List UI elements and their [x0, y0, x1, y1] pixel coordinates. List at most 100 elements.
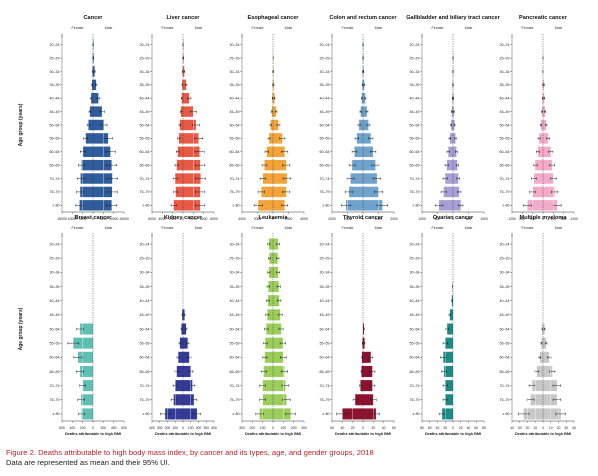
- female-bar: [175, 173, 183, 184]
- y-tick-label: 75–79: [500, 398, 510, 402]
- panel-leukaemia: Leukaemia Female Male 20–24 25–29 30–34 35–39 4…: [230, 215, 307, 436]
- male-bar: [273, 252, 278, 264]
- female-bar: [175, 380, 183, 392]
- y-tick-label: 20–24: [140, 43, 150, 47]
- y-tick-label: 45–49: [410, 110, 420, 114]
- female-bar: [268, 238, 273, 250]
- male-label: Male: [195, 26, 203, 30]
- male-bar: [363, 408, 376, 420]
- panel-title: Multiple myeloma: [520, 215, 568, 221]
- female-bar: [261, 186, 273, 198]
- y-tick-label: 55–59: [230, 341, 240, 345]
- x-tick-label: 0: [272, 217, 274, 221]
- female-bar: [541, 337, 543, 349]
- y-tick-label: 20–24: [230, 242, 240, 246]
- y-tick-label: 70–74: [230, 177, 240, 181]
- x-tick-label: 20: [526, 426, 530, 430]
- female-label: Female: [342, 26, 354, 30]
- y-tick-label: 70–74: [410, 177, 420, 181]
- female-bar: [359, 119, 363, 131]
- male-bar: [93, 200, 112, 211]
- male-bar: [363, 200, 383, 211]
- y-tick-label: 70–74: [50, 177, 60, 181]
- y-tick-label: 55–59: [50, 341, 60, 345]
- x-tick-label: 60: [474, 426, 478, 430]
- y-tick-label: 75–79: [320, 398, 330, 402]
- x-tick-label: 1000: [375, 217, 383, 221]
- x-tick-label: 20: [443, 426, 447, 430]
- y-tick-label: 20–24: [500, 242, 510, 246]
- y-tick-label: 65–69: [230, 370, 240, 374]
- female-bar: [536, 365, 543, 377]
- x-tick-label: 0: [182, 426, 184, 430]
- male-bar: [453, 146, 457, 157]
- female-bar: [80, 365, 93, 377]
- x-tick-label: 200: [100, 426, 106, 430]
- y-tick-label: 50–54: [320, 327, 330, 331]
- y-tick-label: ≥ 80: [233, 412, 240, 416]
- y-tick-label: 60–64: [50, 356, 60, 360]
- y-tick-label: 65–69: [500, 370, 510, 374]
- x-tick-label: 0: [542, 217, 544, 221]
- y-tick-label: 60–64: [500, 150, 510, 154]
- female-bar: [446, 159, 453, 171]
- y-tick-label: 30–34: [50, 271, 60, 275]
- y-tick-label: 25–29: [320, 56, 330, 60]
- male-bar: [183, 351, 190, 363]
- male-bar: [183, 146, 200, 157]
- y-tick-label: 45–49: [50, 313, 60, 317]
- male-bar: [93, 159, 112, 171]
- x-tick-label: 800: [561, 217, 567, 221]
- panel-title: Breast cancer: [74, 215, 112, 221]
- male-bar: [183, 394, 194, 406]
- male-label: Male: [285, 26, 293, 30]
- y-tick-label: 70–74: [230, 384, 240, 388]
- x-tick-label: 10000: [68, 217, 78, 221]
- x-tick-label: 5000: [79, 217, 87, 221]
- male-bar: [543, 323, 545, 335]
- y-tick-label: 30–34: [500, 70, 510, 74]
- y-tick-label: 65–69: [500, 163, 510, 167]
- y-tick-label: 40–44: [320, 97, 330, 101]
- x-tick-label: 200: [291, 426, 297, 430]
- female-bar: [78, 351, 93, 363]
- x-axis-label: Deaths attributable to high BMI: [245, 432, 301, 436]
- y-tick-label: 30–34: [320, 271, 330, 275]
- x-tick-label: 0: [452, 217, 454, 221]
- y-tick-label: 70–74: [500, 384, 510, 388]
- female-bar: [532, 186, 543, 198]
- x-tick-label: 2000: [390, 217, 398, 221]
- female-bar: [88, 119, 93, 131]
- male-bar: [183, 323, 187, 335]
- female-label: Female: [72, 226, 84, 230]
- y-tick-label: 55–59: [410, 341, 420, 345]
- female-bar: [345, 200, 363, 211]
- y-tick-label: 30–34: [50, 70, 60, 74]
- y-tick-label: 25–29: [410, 257, 420, 261]
- male-bar: [363, 119, 369, 131]
- female-bar: [178, 133, 183, 144]
- male-bar: [183, 119, 196, 131]
- female-bar: [532, 380, 543, 392]
- female-bar: [173, 394, 183, 406]
- y-tick-label: 50–54: [230, 327, 240, 331]
- x-tick-label: 4000: [159, 217, 167, 221]
- y-tick-label: 40–44: [500, 97, 510, 101]
- male-bar: [543, 200, 558, 211]
- y-tick-label: 35–39: [50, 285, 60, 289]
- x-tick-label: 0: [92, 426, 94, 430]
- male-bar: [543, 408, 561, 420]
- y-tick-label: 75–79: [410, 398, 420, 402]
- x-tick-label: 0: [182, 217, 184, 221]
- panel-title: Colon and rectum cancer: [329, 15, 397, 21]
- y-tick-label: 35–39: [500, 83, 510, 87]
- female-bar: [356, 133, 363, 144]
- male-bar: [183, 200, 201, 211]
- y-tick-label: 75–79: [500, 190, 510, 194]
- x-tick-label: 5000: [100, 217, 108, 221]
- y-tick-label: 60–64: [500, 356, 510, 360]
- female-bar: [179, 337, 183, 349]
- male-bar: [363, 394, 374, 406]
- y-tick-label: 55–59: [320, 341, 330, 345]
